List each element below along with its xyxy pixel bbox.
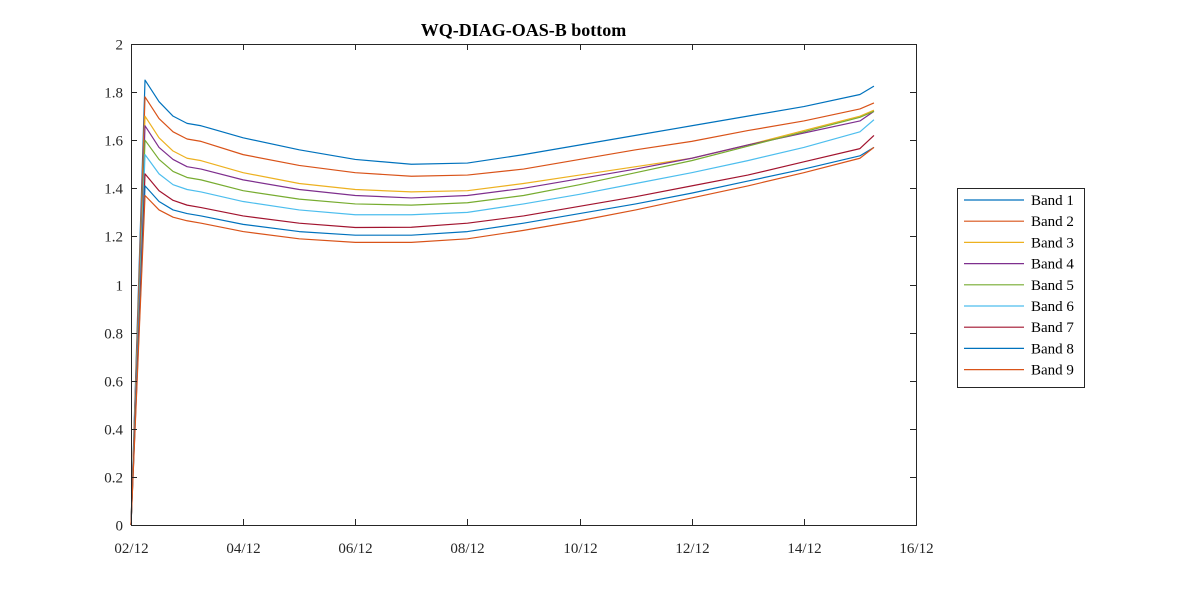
x-tick-label: 12/12 [675, 541, 709, 557]
legend-label-band-5: Band 5 [1031, 278, 1074, 294]
y-tick-label: 1.8 [104, 86, 123, 102]
x-tick-label: 08/12 [450, 541, 484, 557]
series-line-band-5 [130, 110, 875, 526]
chart-title: WQ-DIAG-OAS-B bottom [421, 20, 627, 40]
series-line-band-9 [130, 146, 875, 526]
y-axis: 0 0.2 0.4 0.6 0.8 1 1.2 1.4 1.6 1.8 2 [104, 38, 916, 535]
y-tick-label: 1.4 [104, 182, 123, 198]
x-tick-label: 10/12 [563, 541, 597, 557]
series-line-band-6 [130, 119, 875, 526]
legend: Band 1 Band 2 Band 3 Band 4 Band 5 Band 6 Band… [957, 188, 1085, 388]
series-line-band-8 [130, 146, 875, 526]
legend-label-band-3: Band 3 [1031, 235, 1074, 251]
y-tick-label: 0 [116, 519, 124, 535]
legend-label-band-7: Band 7 [1031, 320, 1074, 336]
plot-lines [130, 79, 875, 526]
y-tick-label: 0.2 [104, 471, 123, 487]
x-tick-label: 06/12 [338, 541, 372, 557]
x-tick-label: 16/12 [899, 541, 933, 557]
legend-label-band-4: Band 4 [1031, 257, 1074, 273]
y-tick-label: 0.6 [104, 375, 123, 391]
y-tick-label: 0.4 [104, 423, 123, 439]
legend-label-band-9: Band 9 [1031, 363, 1074, 379]
legend-label-band-1: Band 1 [1031, 193, 1074, 209]
x-axis: 02/12 04/12 06/12 08/12 10/12 12/12 14/12 16/12 [114, 44, 934, 557]
y-tick-label: 1 [116, 279, 124, 295]
series-line-band-3 [130, 109, 875, 526]
series-line-band-2 [130, 96, 875, 526]
series-line-band-7 [130, 134, 875, 526]
y-tick-label: 2 [116, 38, 124, 54]
x-tick-label: 02/12 [114, 541, 148, 557]
x-tick-label: 04/12 [226, 541, 260, 557]
legend-label-band-2: Band 2 [1031, 214, 1074, 230]
legend-label-band-8: Band 8 [1031, 341, 1074, 357]
x-tick-label: 14/12 [787, 541, 821, 557]
y-tick-label: 1.6 [104, 134, 123, 150]
y-tick-label: 0.8 [104, 327, 123, 343]
plot-frame [131, 44, 917, 526]
legend-label-band-6: Band 6 [1031, 299, 1074, 315]
series-line-band-1 [130, 79, 875, 526]
y-tick-label: 1.2 [104, 230, 123, 246]
series-line-band-4 [130, 110, 875, 526]
